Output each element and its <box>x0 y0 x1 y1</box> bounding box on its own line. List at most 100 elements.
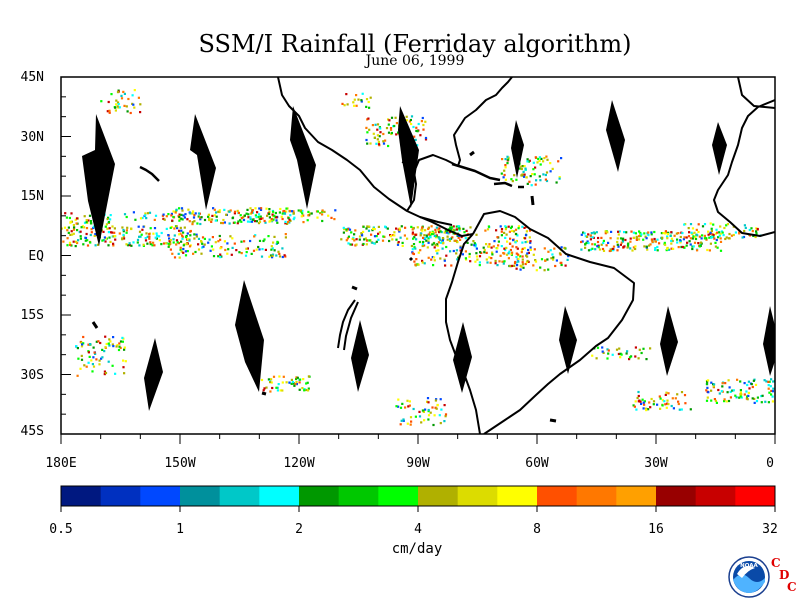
rain-pixel <box>109 214 112 217</box>
rain-pixel <box>666 247 669 250</box>
rain-pixel <box>122 366 125 369</box>
rain-pixel <box>86 244 90 247</box>
rain-pixel <box>520 174 523 177</box>
rain-pixel <box>474 243 477 246</box>
rain-pixel <box>650 397 653 401</box>
rain-pixel <box>199 218 202 221</box>
rain-pixel <box>409 423 412 426</box>
rain-pixel <box>435 226 438 229</box>
rain-pixel <box>402 419 405 422</box>
rain-pixel <box>277 383 280 386</box>
rain-pixel <box>74 245 77 248</box>
rain-pixel <box>761 394 764 397</box>
rain-pixel <box>316 216 319 219</box>
rain-pixel <box>64 212 67 215</box>
rain-pixel <box>290 210 294 213</box>
rain-pixel <box>526 182 529 185</box>
rain-pixel <box>397 398 400 401</box>
rain-pixel <box>97 340 100 343</box>
rain-pixel <box>405 119 408 122</box>
rain-pixel <box>707 379 710 382</box>
rain-pixel <box>679 241 682 244</box>
rain-pixel <box>388 239 391 243</box>
rain-pixel <box>558 252 562 255</box>
rain-pixel <box>680 245 683 249</box>
coastline-islands <box>337 299 356 349</box>
rain-pixel <box>172 241 175 244</box>
rain-pixel <box>183 226 186 229</box>
rain-pixel <box>716 231 719 234</box>
rain-pixel <box>638 230 641 233</box>
rain-pixel <box>437 249 440 252</box>
lon-label: 60W <box>525 456 549 471</box>
rain-pixel <box>714 245 717 248</box>
rain-pixel <box>421 227 424 230</box>
rain-pixel <box>523 175 526 178</box>
rain-pixel <box>587 233 590 236</box>
rain-pixel <box>155 232 158 235</box>
rain-pixel <box>654 248 657 251</box>
rain-pixel <box>510 178 513 181</box>
rain-pixel <box>410 420 413 423</box>
rain-pixel <box>465 258 468 261</box>
rain-pixel <box>701 234 704 237</box>
rain-pixel <box>666 402 669 405</box>
rain-pixel <box>189 234 192 237</box>
rain-pixel <box>468 255 471 258</box>
rain-pixel <box>296 376 299 379</box>
colorbar-tick-label: 1 <box>176 522 184 537</box>
rain-pixel <box>214 219 217 222</box>
rain-pixel <box>416 130 419 133</box>
rain-pixel <box>267 378 270 381</box>
rain-pixel <box>70 244 73 247</box>
rain-pixel <box>683 236 686 239</box>
rain-pixel <box>528 236 531 239</box>
rain-pixel <box>310 212 313 215</box>
rain-pixel <box>246 247 249 250</box>
rain-pixel <box>408 404 411 407</box>
rain-pixel <box>412 226 415 230</box>
rain-pixel <box>273 214 276 217</box>
rain-pixel <box>178 213 181 216</box>
rain-pixel <box>666 233 669 236</box>
rain-pixel <box>760 395 763 398</box>
rain-pixel <box>140 233 143 236</box>
rain-pixel <box>70 212 73 215</box>
rain-pixel <box>276 240 279 243</box>
rain-pixel <box>546 258 549 261</box>
rain-pixel <box>149 227 152 230</box>
rain-pixel <box>450 237 453 240</box>
rain-pixel <box>487 225 490 228</box>
rain-pixel <box>389 127 393 130</box>
colorbar-tick-label: 0.5 <box>49 522 73 537</box>
rain-pixel <box>643 403 646 406</box>
rain-pixel <box>368 239 371 242</box>
rain-pixel <box>660 232 663 235</box>
rain-pixel <box>531 173 534 176</box>
rain-pixel <box>647 408 650 411</box>
rain-pixel <box>403 234 406 237</box>
rain-pixel <box>676 241 679 244</box>
rain-pixel <box>377 232 380 235</box>
rain-pixel <box>387 118 390 121</box>
rain-pixel <box>751 385 754 389</box>
rain-pixel <box>434 235 438 238</box>
rain-pixel <box>474 260 477 263</box>
rain-pixel <box>197 243 200 246</box>
rain-pixel <box>445 254 448 257</box>
rain-pixel <box>739 393 742 396</box>
rain-pixel <box>117 106 120 109</box>
coastline-hawaii <box>139 165 160 182</box>
coastline-south-america-east <box>472 210 635 434</box>
rain-pixel <box>81 343 84 346</box>
rain-pixel <box>417 122 420 126</box>
rain-pixel <box>76 347 79 350</box>
rain-pixel <box>180 207 184 210</box>
rain-pixel <box>419 134 422 137</box>
rain-pixel <box>217 240 220 243</box>
rain-pixel <box>108 344 111 347</box>
rain-pixel <box>66 229 69 232</box>
rain-pixel <box>183 216 186 219</box>
rain-pixel <box>656 403 659 406</box>
rain-pixel <box>252 218 255 221</box>
